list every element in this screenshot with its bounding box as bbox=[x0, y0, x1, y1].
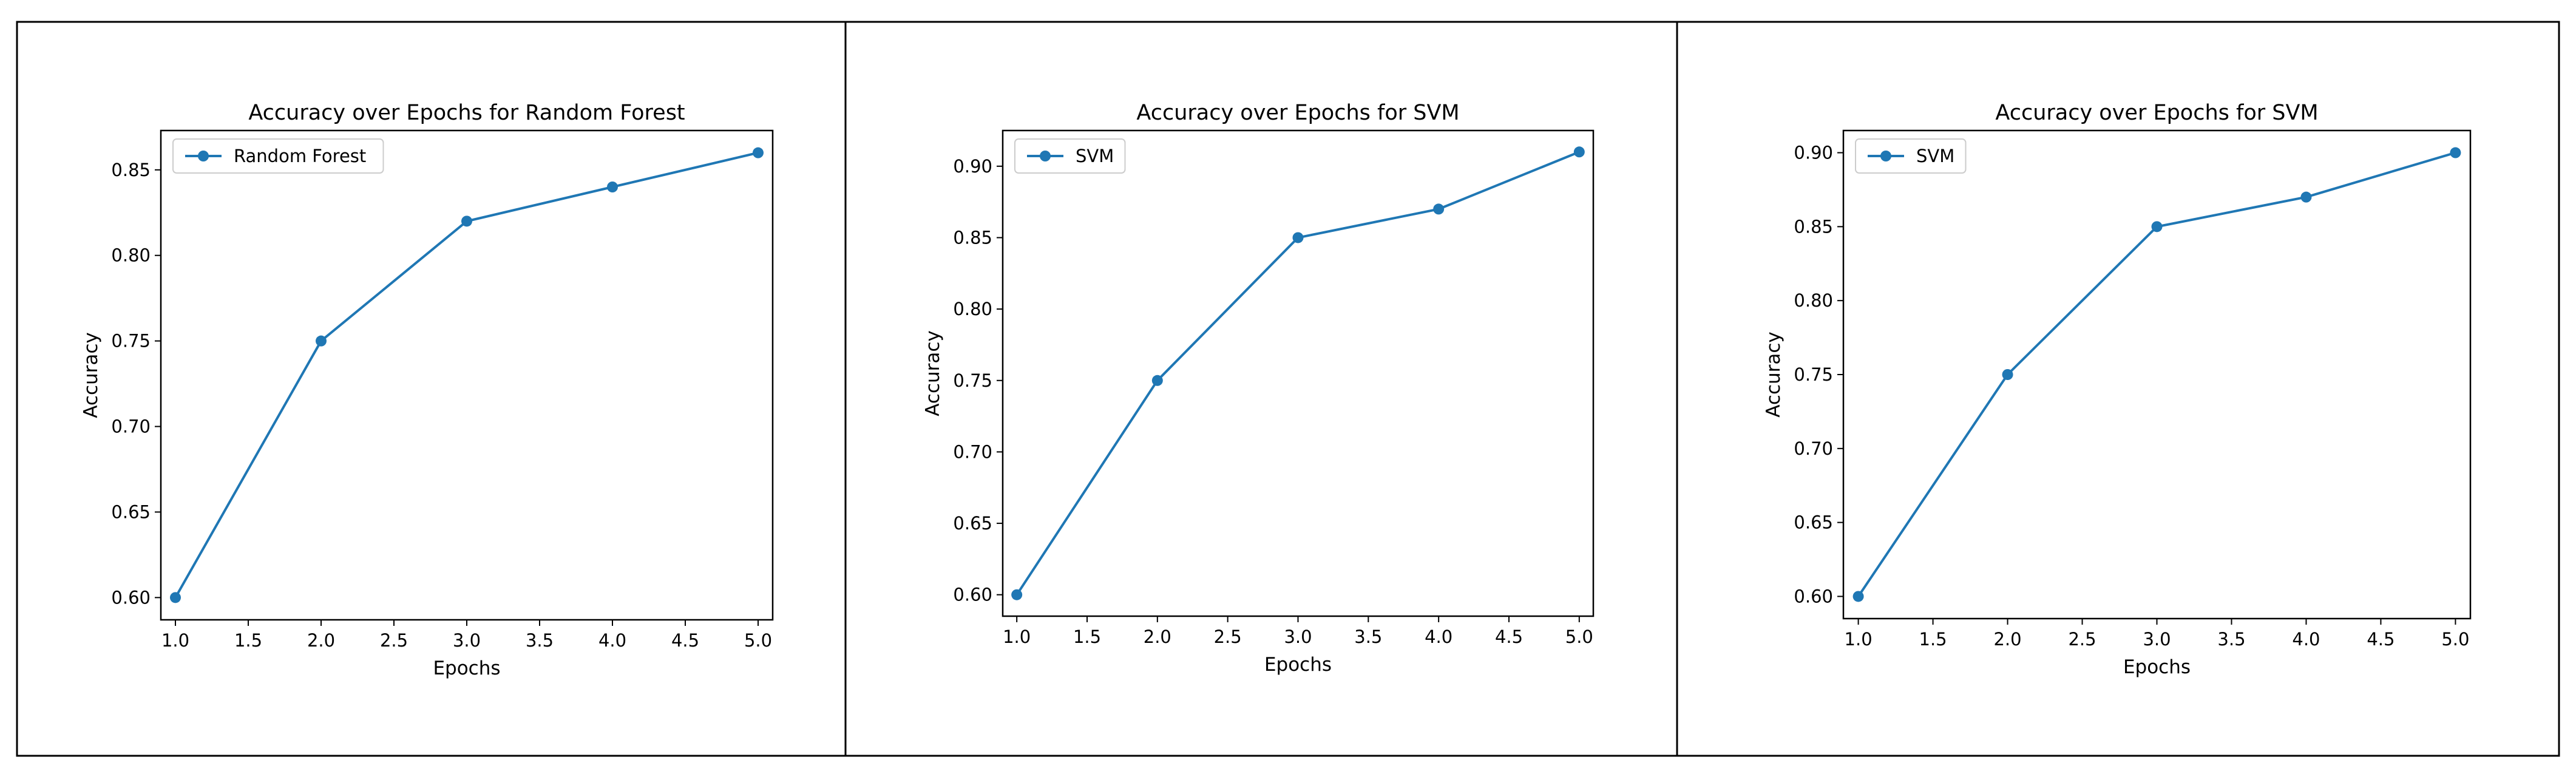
y-tick-label: 0.75 bbox=[1794, 364, 1833, 385]
x-tick-label: 1.0 bbox=[161, 630, 189, 651]
y-tick-label: 0.70 bbox=[111, 416, 151, 437]
x-tick-label: 5.0 bbox=[1565, 626, 1593, 647]
x-tick-label: 5.0 bbox=[744, 630, 772, 651]
y-tick-label: 0.60 bbox=[111, 587, 151, 608]
panels-layer: Accuracy over Epochs for Random Forest 1.… bbox=[16, 21, 2560, 757]
legend-label: SVM bbox=[1076, 146, 1114, 166]
x-tick-label: 2.0 bbox=[307, 630, 335, 651]
x-tick-label: 3.5 bbox=[526, 630, 554, 651]
x-tick-label: 4.0 bbox=[598, 630, 626, 651]
x-tick-label: 4.5 bbox=[2367, 629, 2395, 650]
legend-marker bbox=[198, 151, 209, 161]
legend-label: Random Forest bbox=[234, 146, 366, 166]
chart-panel-3: Accuracy over Epochs for SVM 1.0 1.5 2.0 2.5… bbox=[1763, 101, 2472, 678]
y-tick-label: 0.60 bbox=[953, 585, 992, 605]
y-tick-label: 0.90 bbox=[1794, 143, 1833, 163]
x-tick-label: 3.0 bbox=[1284, 626, 1312, 647]
data-point bbox=[170, 592, 181, 603]
data-point bbox=[607, 182, 618, 192]
data-point bbox=[2151, 221, 2163, 233]
x-tick-label: 4.0 bbox=[2292, 629, 2320, 650]
data-point bbox=[1011, 589, 1023, 600]
y-tick-label: 0.90 bbox=[953, 156, 992, 177]
y-tick-label: 0.65 bbox=[953, 513, 992, 534]
x-tick-label: 3.5 bbox=[1354, 626, 1382, 647]
x-tick-label: 1.5 bbox=[234, 630, 262, 651]
y-tick-label: 0.85 bbox=[953, 227, 992, 248]
plot-area bbox=[1842, 129, 2472, 620]
x-tick-label: 2.5 bbox=[380, 630, 408, 651]
y-tick-label: 0.75 bbox=[953, 370, 992, 391]
x-tick-label: 5.0 bbox=[2441, 629, 2469, 650]
chart-title: Accuracy over Epochs for Random Forest bbox=[248, 101, 685, 125]
data-point bbox=[2300, 191, 2312, 203]
x-tick-label: 1.5 bbox=[1919, 629, 1947, 650]
y-tick-label: 0.85 bbox=[111, 160, 151, 180]
x-tick-label: 3.0 bbox=[2143, 629, 2171, 650]
x-tick-label: 1.0 bbox=[1845, 629, 1873, 650]
data-point bbox=[2450, 147, 2461, 158]
x-tick-label: 1.0 bbox=[1003, 626, 1031, 647]
x-tick-label: 3.0 bbox=[453, 630, 481, 651]
x-tick-label: 4.5 bbox=[1495, 626, 1523, 647]
data-point bbox=[1573, 146, 1585, 158]
legend-box bbox=[1855, 138, 1967, 174]
legend-marker bbox=[1880, 151, 1891, 161]
data-point bbox=[461, 216, 472, 227]
x-tick-label: 2.5 bbox=[2068, 629, 2096, 650]
data-point bbox=[2002, 369, 2013, 380]
plot-area bbox=[160, 129, 774, 621]
x-tick-label: 2.0 bbox=[1144, 626, 1171, 647]
data-point bbox=[1292, 232, 1304, 243]
data-point bbox=[1852, 591, 1864, 602]
y-axis-label: Accuracy bbox=[922, 330, 944, 416]
legend-marker bbox=[1040, 151, 1051, 161]
x-tick-label: 2.0 bbox=[1993, 629, 2021, 650]
y-tick-label: 0.65 bbox=[1794, 512, 1833, 533]
y-tick-label: 0.70 bbox=[953, 441, 992, 462]
y-tick-label: 0.65 bbox=[111, 501, 151, 522]
y-tick-label: 0.80 bbox=[953, 299, 992, 319]
y-tick-label: 0.85 bbox=[1794, 216, 1833, 237]
data-point bbox=[753, 147, 764, 158]
chart-title: Accuracy over Epochs for SVM bbox=[1995, 101, 2318, 125]
data-point bbox=[1433, 203, 1445, 215]
chart-title: Accuracy over Epochs for SVM bbox=[1136, 101, 1459, 125]
legend-box bbox=[1014, 138, 1126, 174]
x-axis-label: Epochs bbox=[433, 657, 500, 679]
y-tick-label: 0.60 bbox=[1794, 586, 1833, 606]
x-axis-label: Epochs bbox=[2123, 656, 2191, 678]
chart-panel-1: Accuracy over Epochs for Random Forest 1.… bbox=[80, 101, 774, 679]
y-tick-label: 0.80 bbox=[1794, 290, 1833, 311]
x-tick-label: 1.5 bbox=[1073, 626, 1101, 647]
y-axis-label: Accuracy bbox=[80, 332, 102, 418]
x-tick-label: 4.5 bbox=[671, 630, 699, 651]
x-tick-label: 3.5 bbox=[2217, 629, 2245, 650]
y-tick-label: 0.75 bbox=[111, 331, 151, 351]
legend-label: SVM bbox=[1916, 146, 1954, 166]
figure-frame bbox=[16, 21, 2560, 757]
chart-panel-2: Accuracy over Epochs for SVM 1.0 1.5 2.0 2.5… bbox=[922, 101, 1595, 676]
x-tick-label: 4.0 bbox=[1425, 626, 1452, 647]
x-tick-label: 2.5 bbox=[1214, 626, 1242, 647]
plot-area bbox=[1002, 129, 1595, 617]
series-line bbox=[1015, 151, 1580, 596]
data-point bbox=[316, 335, 327, 347]
data-point bbox=[1151, 375, 1163, 386]
series-line bbox=[1857, 151, 2456, 597]
x-axis-label: Epochs bbox=[1264, 654, 1332, 676]
y-tick-label: 0.70 bbox=[1794, 438, 1833, 459]
y-tick-label: 0.80 bbox=[111, 245, 151, 266]
y-axis-label: Accuracy bbox=[1763, 331, 1785, 418]
legend-box bbox=[172, 138, 384, 174]
